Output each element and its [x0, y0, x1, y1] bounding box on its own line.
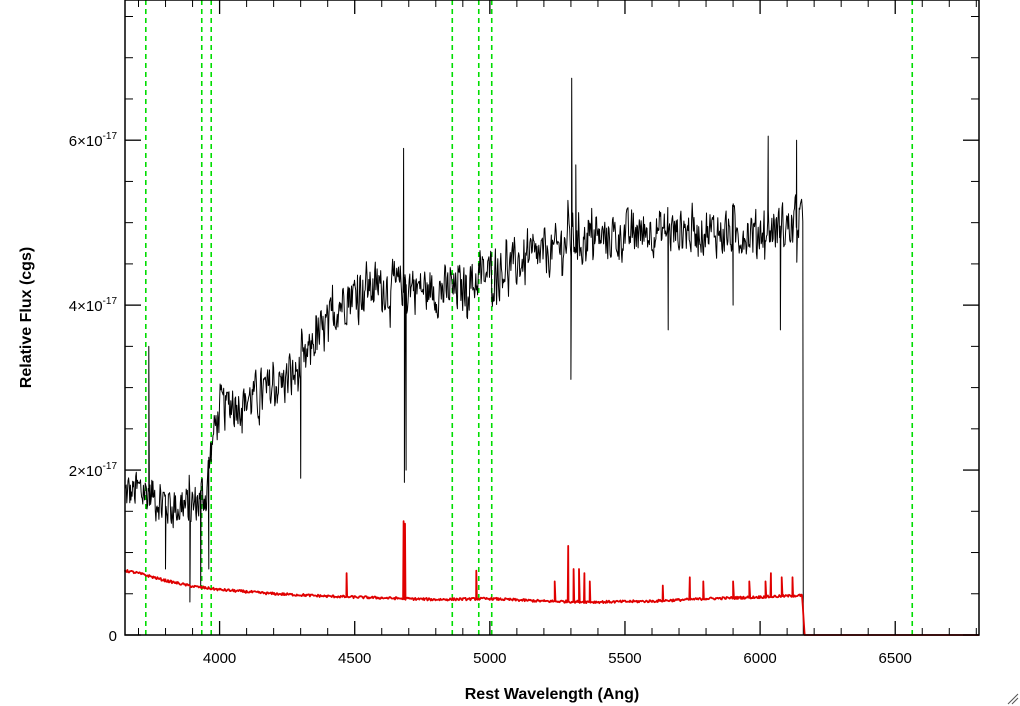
y-tick-label: 4×10-17	[69, 296, 118, 315]
reference-lines	[145, 0, 914, 635]
series-line-spectrum	[124, 77, 804, 636]
x-axis-title: Rest Wavelength (Ang)	[465, 686, 640, 703]
y-tick-label: 0	[109, 628, 117, 645]
x-tick-label: 6000	[743, 650, 776, 667]
x-tick-label: 5500	[608, 650, 641, 667]
y-tick-label: 2×10-17	[69, 461, 118, 480]
plot-frame	[124, 0, 980, 636]
x-tick-label: 5000	[473, 650, 506, 667]
x-tick-label: 4000	[203, 650, 236, 667]
y-axis-ticks: 0 2×10-17 4×10-17 6×10-17	[69, 15, 979, 645]
resize-grip-icon[interactable]	[1007, 693, 1019, 705]
x-tick-label: 6500	[879, 650, 912, 667]
y-axis-title: Relative Flux (cgs)	[18, 247, 35, 388]
y-tick-label: 6×10-17	[69, 131, 118, 150]
x-tick-label: 4500	[338, 650, 371, 667]
x-axis-ticks: 4000 4500 5000 5500 6000 6500	[138, 0, 977, 667]
